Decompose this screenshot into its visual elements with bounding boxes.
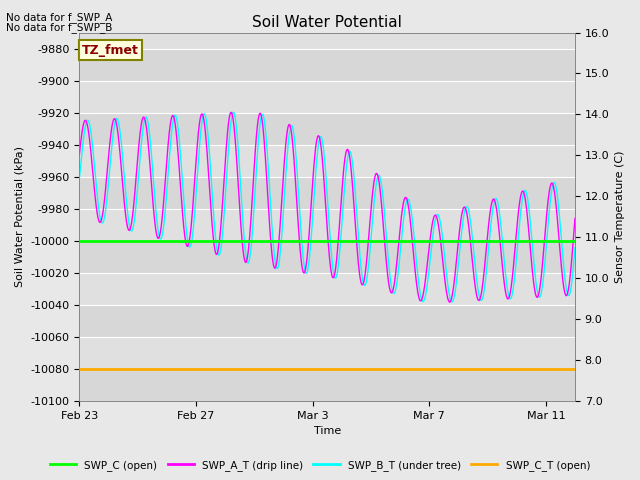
Legend: SWP_C (open), SWP_A_T (drip line), SWP_B_T (under tree), SWP_C_T (open): SWP_C (open), SWP_A_T (drip line), SWP_B…	[45, 456, 595, 475]
Title: Soil Water Potential: Soil Water Potential	[252, 15, 402, 30]
Text: No data for f_SWP_B: No data for f_SWP_B	[6, 22, 113, 33]
Text: No data for f_SWP_A: No data for f_SWP_A	[6, 12, 113, 23]
Y-axis label: Soil Water Potential (kPa): Soil Water Potential (kPa)	[15, 146, 25, 287]
Y-axis label: Sensor Temperature (C): Sensor Temperature (C)	[615, 151, 625, 283]
Bar	[79, 241, 575, 273]
X-axis label: Time: Time	[314, 426, 341, 436]
Bar	[79, 305, 575, 337]
Text: TZ_fmet: TZ_fmet	[82, 44, 139, 57]
Bar	[79, 113, 575, 144]
Bar	[79, 177, 575, 209]
Bar	[79, 48, 575, 81]
Bar	[79, 369, 575, 401]
